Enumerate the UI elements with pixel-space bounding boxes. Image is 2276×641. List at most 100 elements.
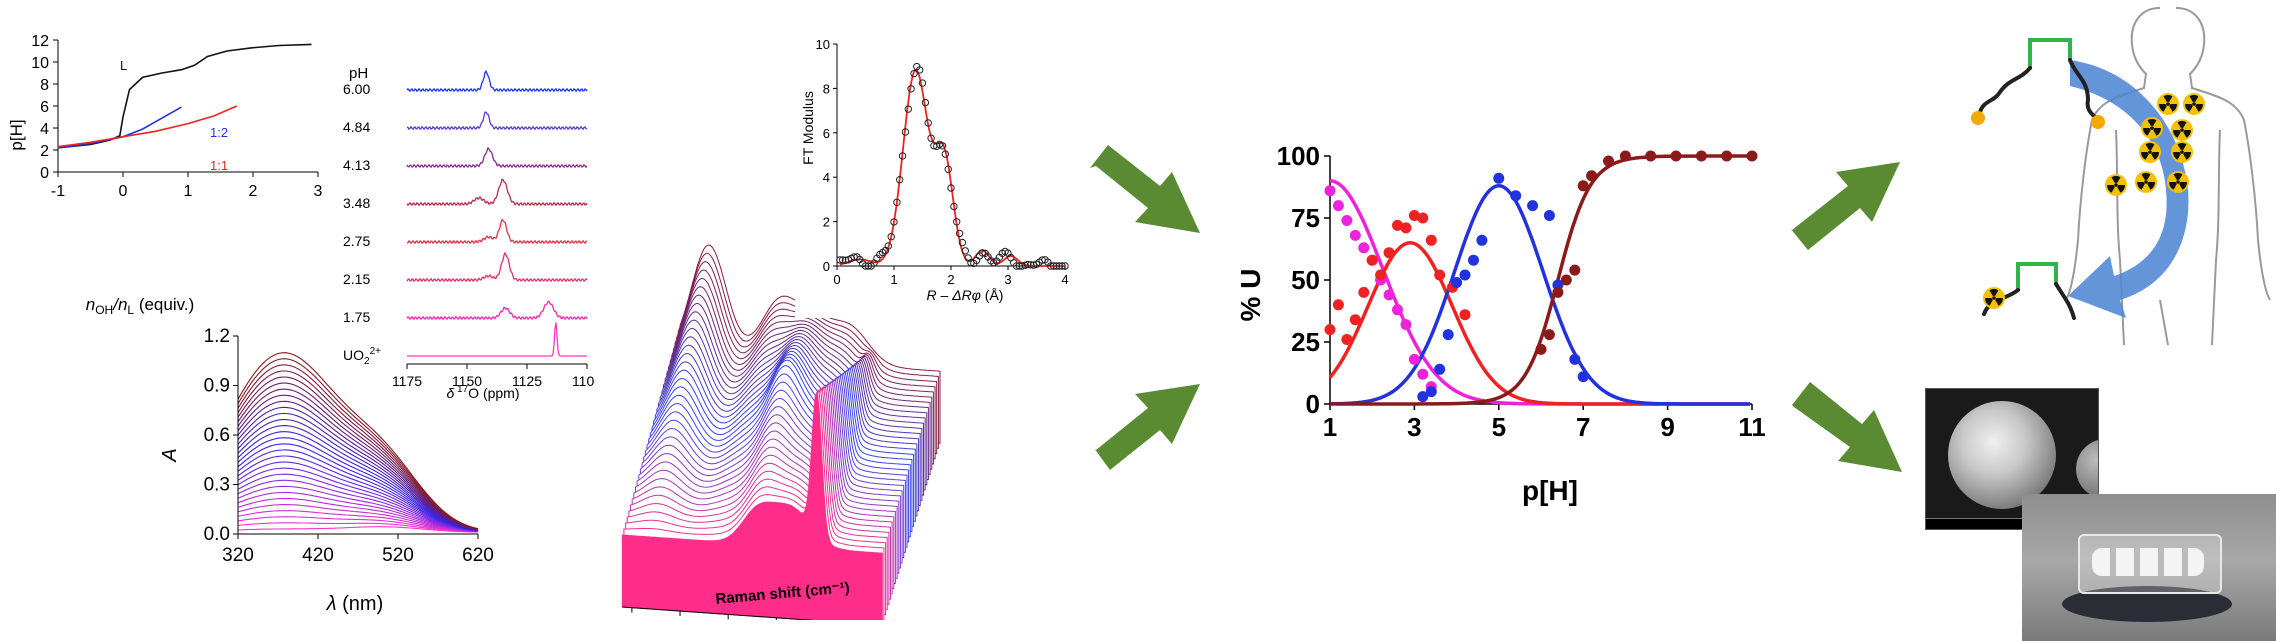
uvvis-spectrum-line xyxy=(237,406,479,531)
speciation-ytick-label: 0 xyxy=(1306,389,1320,419)
speciation-data-point xyxy=(1392,219,1403,231)
nmr-spectrum-line xyxy=(406,69,588,93)
raman-spectrum-line xyxy=(621,391,883,620)
speciation-data-point xyxy=(1400,319,1412,331)
exafs-data-point xyxy=(1024,260,1032,269)
exafs-ytick-label: 2 xyxy=(823,215,830,230)
titration-series-label: L xyxy=(120,58,127,73)
titration-xtick-label: 1 xyxy=(184,183,193,200)
titration-xtick-label: 0 xyxy=(119,183,128,200)
exafs-data-point xyxy=(1052,262,1061,270)
speciation-data-point xyxy=(1535,343,1547,355)
radiation-icon-blade xyxy=(2195,104,2203,112)
exafs-xtick-label: 1 xyxy=(890,272,897,287)
exafs-data-point xyxy=(958,238,967,247)
uvvis-ytick-label: 0.0 xyxy=(204,524,230,545)
radiation-icon-blade xyxy=(2111,176,2121,183)
uvvis-ylabel: A xyxy=(159,448,181,462)
uvvis-xtick-label: 620 xyxy=(462,545,494,566)
radiation-icon xyxy=(2139,141,2161,163)
uvvis-spectrum-line xyxy=(237,431,479,531)
speciation-fit-line xyxy=(1330,154,1750,406)
speciation-data-point xyxy=(1425,386,1437,398)
speciation-data-point xyxy=(1408,210,1420,221)
nmr-axis: 1175 1150 1125 1100 xyxy=(392,363,595,389)
human-silhouette-icon xyxy=(2065,7,2271,345)
uvvis-ytick-label: 1.2 xyxy=(204,326,230,347)
exafs-data-point xyxy=(953,218,961,226)
radiation-icon-blade xyxy=(2163,95,2173,102)
radiation-icon-blade xyxy=(2177,121,2187,128)
exafs-chart: 0 1 2 3 4 0 2 4 6 8 10 FT Modulus R – ΔRφ (Å) xyxy=(795,18,1095,318)
speciation-plot xyxy=(1324,150,1758,406)
uvvis-spectrum-line xyxy=(237,461,479,532)
exafs-xtick-label: 4 xyxy=(1061,272,1068,287)
nmr-xtick-label: 1150 xyxy=(452,373,482,389)
uvvis-spectrum-line xyxy=(237,382,479,530)
speciation-data-point xyxy=(1619,150,1631,162)
exafs-plot xyxy=(836,62,1069,270)
raman-xtick-label: 670 xyxy=(614,618,641,620)
speciation-data-point xyxy=(1459,309,1471,321)
speciation-data-point xyxy=(1569,353,1581,365)
radiation-icon xyxy=(1983,287,2005,309)
speciation-data-point xyxy=(1332,299,1344,311)
arrow-down-right-icon xyxy=(1792,382,1902,472)
speciation-data-point xyxy=(1332,200,1344,212)
nmr-ph-labels: 6.00 4.84 4.13 3.48 2.75 2.15 1.75 UO22+ xyxy=(343,81,381,367)
radiation-icon xyxy=(2167,171,2189,193)
exafs-data-point xyxy=(918,79,927,87)
speciation-data-point xyxy=(1577,180,1589,192)
arrow-up-right-icon xyxy=(1790,162,1900,250)
uvvis-xlabel: λ (nm) xyxy=(326,593,384,615)
exafs-data-point xyxy=(924,119,932,127)
radiation-icon-blade xyxy=(2169,104,2177,112)
speciation-data-point xyxy=(1434,269,1446,281)
speciation-axis-line xyxy=(1329,156,1752,405)
uvvis-spectrum-line xyxy=(237,510,479,533)
uvvis-spectrum-line xyxy=(237,352,479,530)
nmr-row-label: 3.48 xyxy=(343,195,370,211)
speciation-data-point xyxy=(1552,286,1564,298)
uvvis-spectrum-line xyxy=(237,364,479,530)
speciation-data-point xyxy=(1586,170,1598,182)
nmr-row-label: 2.75 xyxy=(343,233,370,249)
radiation-icon-center xyxy=(2180,150,2184,154)
titration-ytick-label: 12 xyxy=(31,33,49,50)
exafs-data-point xyxy=(978,249,987,257)
speciation-data-point xyxy=(1493,172,1505,184)
radiation-icon-center xyxy=(1992,296,1996,300)
radiation-icon-blade xyxy=(2147,119,2157,126)
radiation-icon-blade xyxy=(2173,130,2181,138)
exafs-data-point xyxy=(916,66,924,74)
titration-ytick-label: 0 xyxy=(40,165,49,182)
radiation-icon-blade xyxy=(2143,128,2151,136)
speciation-data-point xyxy=(1560,274,1572,286)
raman-chart: 670720770820870920 Raman shift (cm⁻¹) xyxy=(614,244,941,620)
uvvis-spectrum-line xyxy=(237,425,479,531)
speciation-data-point xyxy=(1324,185,1336,197)
uvvis-spectrum-line xyxy=(237,504,479,533)
speciation-data-point xyxy=(1392,304,1403,316)
speciation-data-point xyxy=(1468,254,1479,266)
uvvis-spectrum-line xyxy=(237,522,479,533)
titration-series-label: 1:2 xyxy=(210,125,228,140)
exafs-data-point xyxy=(864,262,873,270)
speciation-ytick-label: 50 xyxy=(1291,265,1320,295)
exafs-data-point xyxy=(896,176,904,184)
exafs-data-point xyxy=(955,229,964,238)
speciation-data-point xyxy=(1358,286,1370,298)
nmr-spectrum-line xyxy=(406,251,588,283)
speciation-ytick-label: 75 xyxy=(1291,203,1320,233)
speciation-data-point xyxy=(1375,269,1387,281)
radiation-icon-blade xyxy=(2179,182,2187,190)
exafs-data-point xyxy=(927,134,935,142)
raman-axis-line xyxy=(622,606,816,620)
exafs-data-point xyxy=(898,152,907,160)
titration-xlabel: nOH/nL (equiv.) xyxy=(86,295,195,317)
scale-strip xyxy=(1926,518,2098,529)
radiation-icon-center xyxy=(2176,180,2180,184)
speciation-data-point xyxy=(1510,190,1522,202)
